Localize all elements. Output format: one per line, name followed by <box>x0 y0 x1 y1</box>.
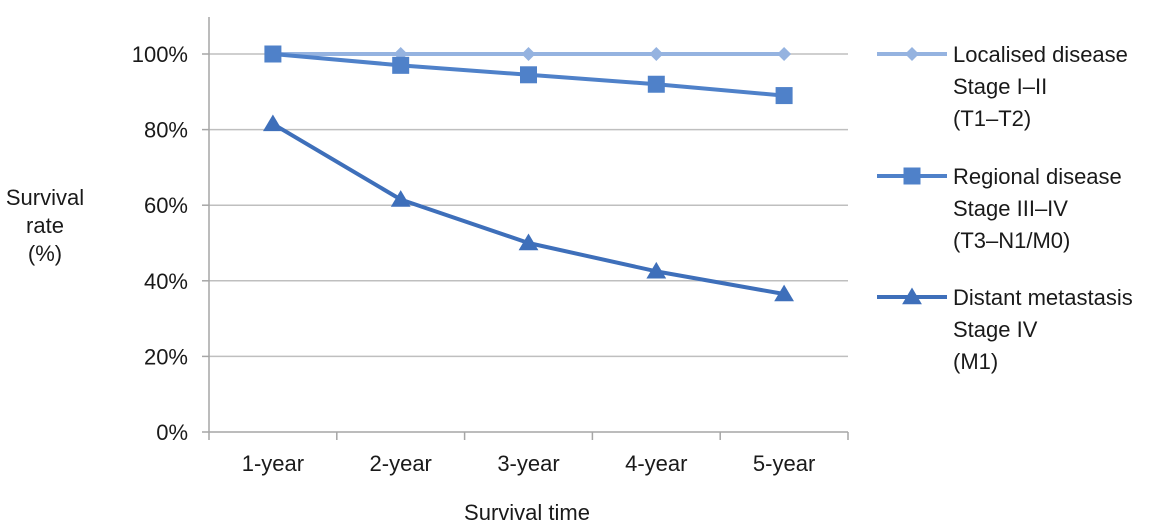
y-tick-labels: 0% 20% 40% 60% 80% 100% <box>132 42 188 445</box>
legend: Localised disease Stage I–II (T1–T2) Region… <box>877 42 1133 374</box>
data-point-square <box>264 45 282 63</box>
axes <box>202 17 849 440</box>
data-point-triangle <box>774 284 794 302</box>
data-point-square <box>647 75 665 93</box>
gridlines <box>209 53 848 358</box>
legend-label-line: Stage III–IV <box>953 196 1068 221</box>
legend-label-line: Distant metastasis <box>953 285 1133 310</box>
legend-item: Distant metastasis Stage IV (M1) <box>877 285 1133 374</box>
data-point-diamond <box>521 47 536 61</box>
x-tick-labels: 1-year 2-year 3-year 4-year 5-year <box>242 451 816 476</box>
y-tick-label: 80% <box>144 118 188 143</box>
x-tick-label: 2-year <box>370 451 432 476</box>
data-point-triangle <box>518 233 539 251</box>
series-lines <box>263 45 794 302</box>
y-tick-label: 40% <box>144 269 188 294</box>
y-axis-title-line: Survival <box>6 185 84 210</box>
series-triangle <box>263 114 794 302</box>
y-tick-label: 60% <box>144 193 188 218</box>
y-tick-label: 0% <box>156 420 188 445</box>
data-point-square <box>775 87 793 105</box>
series-square <box>264 45 793 105</box>
data-point-diamond <box>777 47 792 61</box>
x-tick-label: 1-year <box>242 451 304 476</box>
x-tick-label: 5-year <box>753 451 815 476</box>
y-tick-label: 100% <box>132 42 188 67</box>
data-point-triangle <box>646 261 667 279</box>
legend-label-line: Regional disease <box>953 164 1122 189</box>
data-point-triangle <box>390 190 411 207</box>
y-axis-title-line: rate <box>26 213 64 238</box>
legend-label-line: Stage I–II <box>953 74 1047 99</box>
data-point-square <box>903 167 921 185</box>
y-axis-title: Survival rate (%) <box>6 185 84 266</box>
data-point-square <box>520 66 537 84</box>
legend-label-line: (T1–T2) <box>953 106 1031 131</box>
legend-label-line: (M1) <box>953 349 998 374</box>
y-tick-label: 20% <box>144 344 188 369</box>
legend-item: Localised disease Stage I–II (T1–T2) <box>877 42 1128 131</box>
x-tick-label: 4-year <box>625 451 687 476</box>
data-point-square <box>392 56 410 74</box>
data-point-triangle <box>902 287 922 305</box>
legend-item: Regional disease Stage III–IV (T3–N1/M0) <box>877 164 1122 253</box>
legend-label-line: (T3–N1/M0) <box>953 228 1070 253</box>
data-point-triangle <box>263 114 283 132</box>
x-axis-title: Survival time <box>464 500 590 522</box>
x-tick-label: 3-year <box>497 451 559 476</box>
data-point-diamond <box>905 47 919 61</box>
y-axis-title-line: (%) <box>28 241 62 266</box>
data-point-diamond <box>649 47 664 61</box>
legend-label-line: Stage IV <box>953 317 1038 342</box>
series-line <box>271 122 785 296</box>
legend-label-line: Localised disease <box>953 42 1128 67</box>
